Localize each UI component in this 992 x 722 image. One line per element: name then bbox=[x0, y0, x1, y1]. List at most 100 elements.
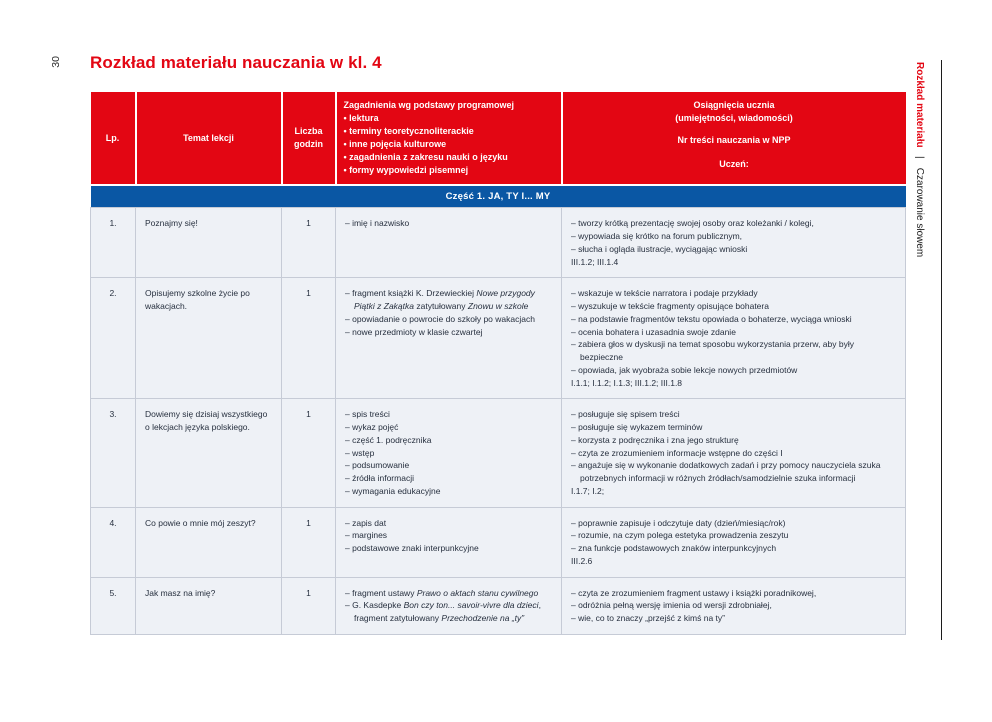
text-segment: Opisujemy szkolne życie po wakacjach. bbox=[145, 288, 250, 312]
text-line: – nowe przedmioty w klasie czwartej bbox=[345, 326, 552, 339]
text-line: – wymagania edukacyjne bbox=[345, 485, 552, 498]
text-segment: – źródła informacji bbox=[345, 473, 414, 484]
lesson-row: 2. Opisujemy szkolne życie po wakacjach. 1… bbox=[90, 277, 906, 400]
cell-issues: – imię i nazwisko bbox=[335, 207, 562, 279]
text-segment: 1. bbox=[109, 218, 117, 229]
text-line: – wypowiada się krótko na forum publiczn… bbox=[571, 230, 896, 243]
text-line: – czyta ze zrozumieniem fragment ustawy … bbox=[571, 587, 896, 600]
text-segment: – poprawnie zapisuje i odczytuje daty (d… bbox=[571, 517, 786, 528]
header-achievements-subtitle: (umiejętności, wiadomości) bbox=[675, 113, 793, 124]
text-segment: – czyta ze zrozumieniem fragment ustawy … bbox=[571, 587, 817, 598]
text-line: Dowiemy się dzisiaj wszystkiego o lekcja… bbox=[145, 408, 272, 434]
cell-achievements: – poprawnie zapisuje i odczytuje daty (d… bbox=[561, 506, 906, 578]
text-line: – imię i nazwisko bbox=[345, 217, 552, 230]
text-line: – wie, co to znaczy „przejść z kimś na t… bbox=[571, 612, 896, 625]
section-banner: Część 1. JA, TY I... MY bbox=[90, 185, 906, 208]
text-segment: – zna funkcje podstawowych znaków interp… bbox=[571, 543, 777, 554]
text-segment: 1 bbox=[306, 587, 311, 598]
text-line: – zna funkcje podstawowych znaków interp… bbox=[571, 542, 896, 555]
header-achievements-title: Osiągnięcia ucznia bbox=[693, 100, 775, 110]
cell-lp: 2. bbox=[90, 277, 136, 400]
text-line: – posługuje się spisem treści bbox=[571, 408, 896, 421]
page-number: 30 bbox=[50, 56, 62, 68]
text-line: – wyszukuje w tekście fragmenty opisując… bbox=[571, 300, 896, 313]
text-segment: – wypowiada się krótko na forum publiczn… bbox=[571, 231, 743, 242]
text-segment: 1 bbox=[306, 218, 311, 229]
cell-topic: Jak masz na imię? bbox=[135, 576, 282, 635]
text-line: – opowiada, jak wyobraża sobie lekcje no… bbox=[571, 364, 896, 377]
text-segment: – korzysta z podręcznika i zna jego stru… bbox=[571, 434, 739, 445]
text-line: I.1.7; I.2; bbox=[571, 485, 896, 498]
text-segment: 1 bbox=[306, 517, 311, 528]
text-segment: III.1.2; III.1.4 bbox=[571, 256, 619, 267]
text-segment: – posługuje się spisem treści bbox=[571, 409, 680, 420]
lesson-row: 1. Poznajmy się! 1 – imię i nazwisko – tworz… bbox=[90, 207, 906, 279]
text-line: – opowiadanie o powrocie do szkoły po wa… bbox=[345, 313, 552, 326]
cell-topic: Co powie o mnie mój zeszyt? bbox=[135, 506, 282, 578]
text-line: – fragment ustawy Prawo o aktach stanu c… bbox=[345, 587, 552, 600]
text-line: – podsumowanie bbox=[345, 459, 552, 472]
text-segment: I.1.1; I.1.2; I.1.3; III.1.2; III.1.8 bbox=[571, 377, 683, 388]
text-segment: – angażuje się w wykonanie dodatkowych z… bbox=[571, 460, 881, 484]
text-segment: – wymagania edukacyjne bbox=[345, 485, 441, 496]
text-line: – zabiera głos w dyskusji na temat sposo… bbox=[571, 338, 896, 364]
text-line: Jak masz na imię? bbox=[145, 587, 272, 600]
text-line: 1 bbox=[291, 287, 326, 300]
section-row: Część 1. JA, TY I... MY bbox=[90, 185, 906, 208]
text-line: – G. Kasdepke Bon czy ton... savoir-vivr… bbox=[345, 599, 552, 625]
text-segment: Co powie o mnie mój zeszyt? bbox=[145, 517, 256, 528]
text-segment: 2. bbox=[109, 288, 117, 299]
text-line: 1. bbox=[100, 217, 126, 230]
text-segment: – G. Kasdepke bbox=[345, 600, 404, 611]
text-segment: , fragment zatytułowany bbox=[354, 600, 541, 624]
text-segment: Znowu w szkole bbox=[467, 301, 529, 312]
cell-achievements: – posługuje się spisem treści – posługuje… bbox=[561, 398, 906, 508]
header-issues: Zagadnienia wg podstawy programowej lekt… bbox=[334, 92, 563, 187]
text-segment: – posługuje się wykazem terminów bbox=[571, 422, 703, 433]
header-issues-bullet: inne pojęcia kulturowe bbox=[344, 138, 554, 151]
text-line: – fragment książki K. Drzewieckiej Nowe … bbox=[345, 287, 552, 313]
cell-issues: – fragment książki K. Drzewieckiej Nowe … bbox=[335, 277, 562, 400]
text-segment: – zabiera głos w dyskusji na temat sposo… bbox=[571, 339, 854, 363]
text-segment: – słucha i ogląda ilustracje, wyciągając… bbox=[571, 243, 748, 254]
text-segment: – opowiada, jak wyobraża sobie lekcje no… bbox=[571, 364, 798, 375]
text-line: 5. bbox=[100, 587, 126, 600]
text-segment: – podstawowe znaki interpunkcyjne bbox=[345, 543, 479, 554]
text-segment: – odróżnia pełną wersję imienia od wersj… bbox=[571, 600, 772, 611]
text-segment: Prawo o aktach stanu cywilnego bbox=[416, 587, 539, 598]
text-line: 2. bbox=[100, 287, 126, 300]
lesson-row: 3. Dowiemy się dzisiaj wszystkiego o lekc… bbox=[90, 398, 906, 508]
text-segment: – zapis dat bbox=[345, 517, 387, 528]
text-line: – odróżnia pełną wersję imienia od wersj… bbox=[571, 599, 896, 612]
text-segment: zatytułowany bbox=[414, 301, 468, 312]
cell-hours: 1 bbox=[281, 576, 336, 635]
text-line: 4. bbox=[100, 517, 126, 530]
header-issues-title: Zagadnienia wg podstawy programowej bbox=[343, 100, 515, 110]
text-line: – wykaz pojęć bbox=[345, 421, 552, 434]
header-issues-bullet: formy wypowiedzi pisemnej bbox=[344, 164, 554, 177]
header-issues-bullet: terminy teoretycznoliterackie bbox=[344, 125, 554, 138]
text-line: Poznajmy się! bbox=[145, 217, 272, 230]
cell-issues: – spis treści – wykaz pojęć – część 1. pod… bbox=[335, 398, 562, 508]
text-line: – zapis dat bbox=[345, 517, 552, 530]
cell-topic: Dowiemy się dzisiaj wszystkiego o lekcja… bbox=[135, 398, 282, 508]
text-segment: – czyta ze zrozumieniem informacje wstęp… bbox=[571, 447, 783, 458]
header-topic: Temat lekcji bbox=[134, 92, 283, 187]
text-segment: 1 bbox=[306, 409, 311, 420]
text-line: 1 bbox=[291, 517, 326, 530]
lesson-row: 5. Jak masz na imię? 1 – fragment ustawy Pr… bbox=[90, 576, 906, 635]
text-segment: – fragment ustawy bbox=[345, 587, 417, 598]
cell-lp: 5. bbox=[90, 576, 136, 635]
text-line: 1 bbox=[291, 587, 326, 600]
text-segment: – spis treści bbox=[345, 409, 390, 420]
text-segment: – nowe przedmioty w klasie czwartej bbox=[345, 326, 483, 337]
text-segment: – część 1. podręcznika bbox=[345, 434, 432, 445]
sidebar-rule bbox=[941, 60, 942, 640]
header-hours: Liczba godzin bbox=[280, 92, 337, 187]
text-segment: – rozumie, na czym polega estetyka prowa… bbox=[571, 530, 789, 541]
text-line: III.1.2; III.1.4 bbox=[571, 256, 896, 269]
text-line: – słucha i ogląda ilustracje, wyciągając… bbox=[571, 243, 896, 256]
header-student-line: Uczeń: bbox=[719, 159, 749, 170]
cell-topic: Opisujemy szkolne życie po wakacjach. bbox=[135, 277, 282, 400]
